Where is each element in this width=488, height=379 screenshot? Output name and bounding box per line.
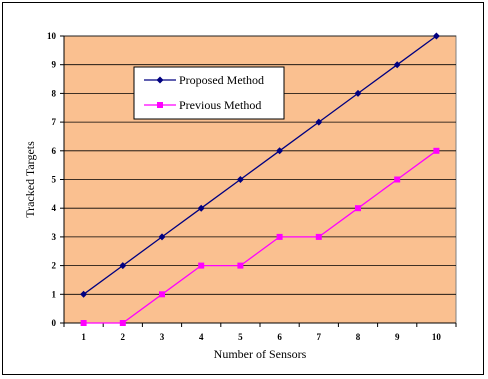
series-previous — [80, 147, 440, 326]
series-proposed — [80, 32, 440, 298]
data-point — [80, 290, 88, 298]
x-tick-label: 2 — [121, 332, 126, 342]
y-tick-label: 8 — [52, 88, 57, 98]
data-point — [315, 118, 323, 126]
y-tick-label: 7 — [52, 117, 57, 127]
y-tick-label: 10 — [47, 31, 57, 41]
data-point — [394, 176, 401, 183]
x-axis-label: Number of Sensors — [214, 347, 307, 361]
x-tick-label: 1 — [81, 332, 86, 342]
y-axis-label: Tracked Targets — [23, 141, 37, 218]
data-point — [393, 61, 401, 69]
data-point — [158, 233, 166, 241]
x-tick-label: 4 — [199, 332, 204, 342]
data-point — [433, 147, 440, 154]
y-tick-label: 2 — [52, 261, 57, 271]
x-tick-label: 6 — [277, 332, 282, 342]
data-point — [354, 89, 362, 97]
x-tick-labels: 1 2 3 4 5 6 7 8 9 10 — [63, 323, 457, 342]
y-tick-label: 0 — [52, 318, 57, 328]
data-point — [159, 291, 165, 298]
data-point — [237, 262, 244, 269]
x-tick-label: 5 — [238, 332, 243, 342]
data-point — [276, 233, 283, 240]
series-line — [83, 150, 437, 324]
data-point — [119, 320, 126, 326]
data-point — [197, 204, 205, 212]
series-layer — [80, 32, 440, 326]
y-tick-label: 3 — [52, 232, 57, 242]
legend-label-proposed: Proposed Method — [179, 73, 264, 87]
legend-marker-previous — [157, 102, 163, 108]
x-tick-label: 9 — [395, 332, 400, 342]
data-point — [315, 233, 322, 240]
data-point — [432, 32, 440, 40]
data-point — [236, 176, 244, 183]
legend-marker-proposed — [156, 76, 164, 84]
y-tick-label: 6 — [52, 146, 57, 156]
y-tick-label: 1 — [52, 289, 57, 299]
data-point — [198, 262, 205, 269]
data-point — [119, 262, 127, 270]
x-tick-label: 8 — [356, 332, 361, 342]
y-tick-label: 4 — [52, 203, 57, 213]
x-tick-label: 7 — [317, 332, 322, 342]
data-point — [355, 205, 361, 212]
data-point — [80, 320, 87, 326]
gridlines — [64, 35, 456, 324]
y-tick-label: 9 — [52, 60, 57, 70]
series-line — [83, 35, 437, 295]
y-tick-labels: 0 1 2 3 4 5 6 7 8 9 10 — [47, 31, 64, 328]
x-tick-label: 10 — [432, 332, 442, 342]
legend: Proposed Method Previous Method — [133, 66, 285, 120]
y-tick-label: 5 — [52, 175, 57, 185]
legend-label-previous: Previous Method — [179, 98, 261, 112]
x-tick-label: 3 — [160, 332, 165, 342]
data-point — [276, 147, 284, 155]
legend-box — [133, 66, 285, 120]
